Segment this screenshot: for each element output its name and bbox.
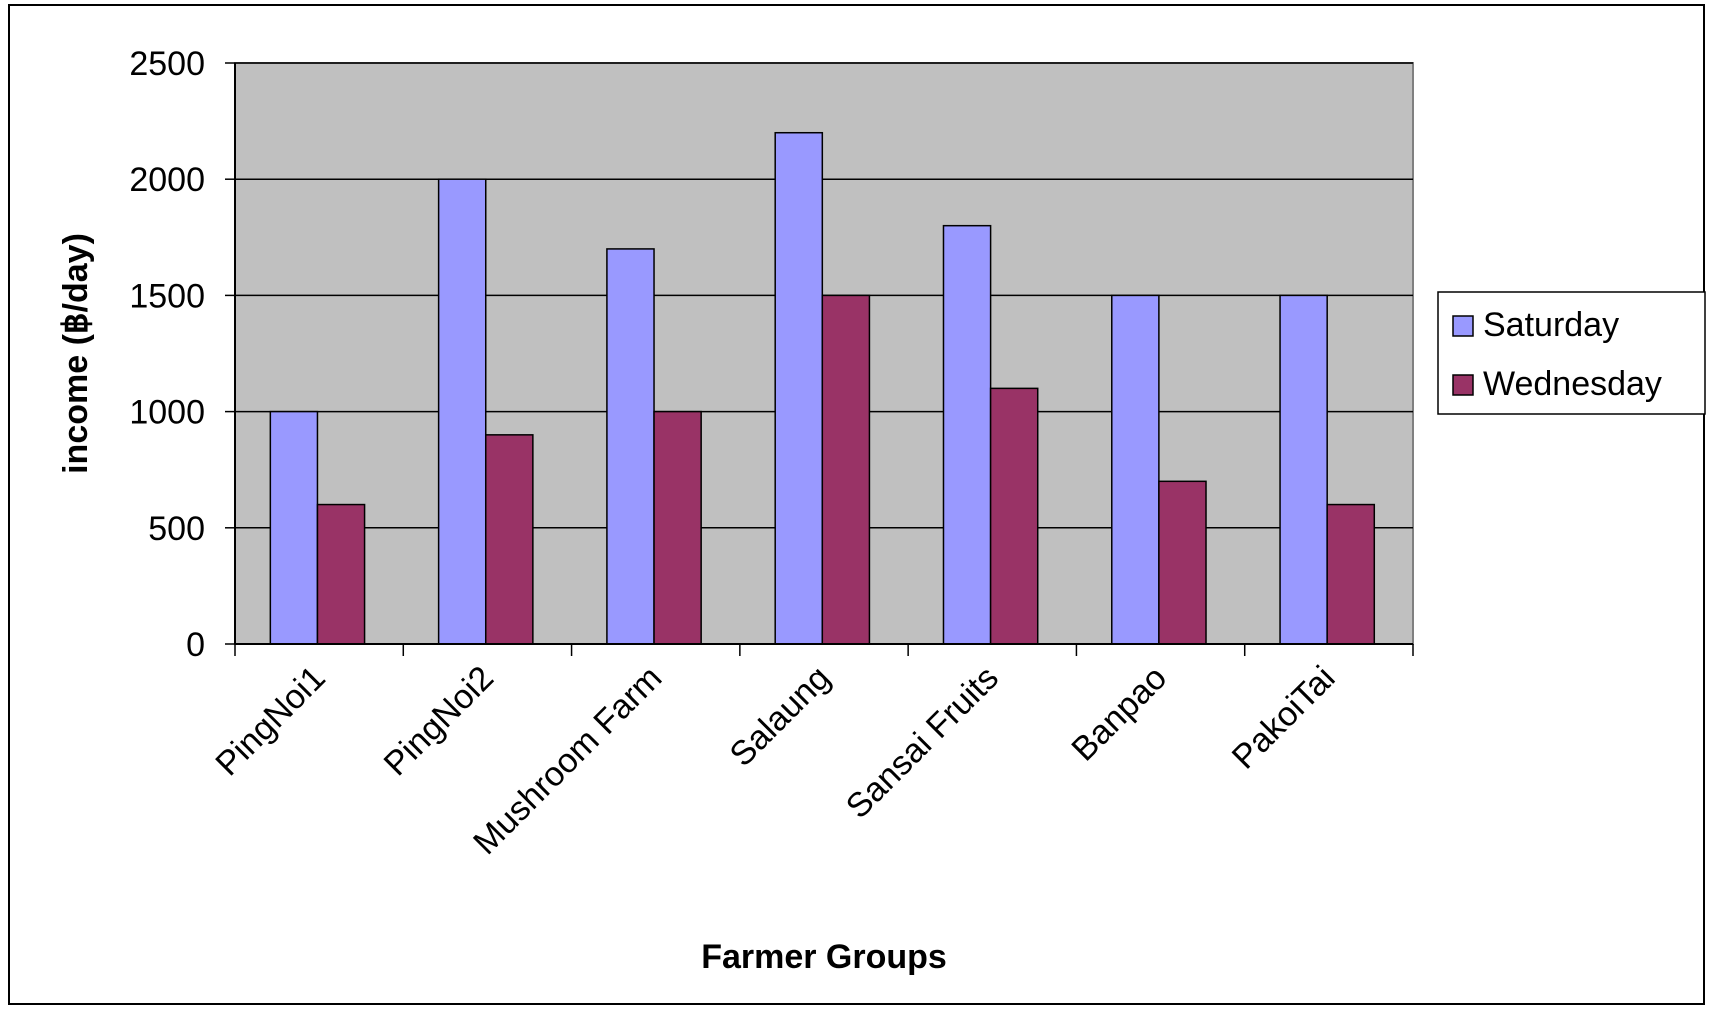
legend-swatch-wednesday (1452, 374, 1474, 396)
bar-saturday-2 (606, 248, 655, 645)
y-tick-label: 1500 (129, 277, 205, 315)
bar-wednesday-5 (1158, 480, 1207, 645)
legend-box (1437, 291, 1706, 415)
bar-wednesday-4 (989, 387, 1039, 645)
x-category-label: PingNoi2 (377, 659, 501, 783)
x-category-label: Sansai Fruits (839, 659, 1006, 826)
y-tick-label: 500 (148, 510, 205, 548)
bar-wednesday-6 (1326, 503, 1376, 645)
x-category-label: PingNoi1 (208, 659, 332, 783)
bar-saturday-0 (269, 410, 319, 645)
bar-wednesday-0 (316, 503, 366, 645)
bar-wednesday-3 (821, 294, 871, 645)
y-axis-title: income (฿/day) (57, 233, 95, 474)
legend-label-saturday: Saturday (1483, 306, 1619, 344)
y-tick-labels: 0 500 1000 1500 2000 2500 (129, 45, 205, 664)
x-category-label: Salaung (723, 659, 838, 774)
y-tick-label: 0 (186, 626, 205, 664)
x-category-label: Banpao (1064, 659, 1174, 769)
bar-saturday-4 (942, 224, 992, 645)
bar-wednesday-1 (484, 434, 534, 645)
bars (269, 131, 1376, 645)
bar-wednesday-2 (653, 410, 702, 645)
bar-saturday-5 (1111, 294, 1160, 645)
legend-swatch-saturday (1452, 315, 1474, 337)
x-category-label: PakoiTai (1225, 659, 1343, 777)
legend-label-wednesday: Wednesday (1483, 365, 1662, 403)
y-tick-label: 1000 (129, 394, 205, 432)
legend: Saturday Wednesday (1437, 291, 1706, 415)
bar-saturday-6 (1279, 294, 1328, 645)
y-tick-label: 2500 (129, 45, 205, 83)
bar-saturday-1 (437, 178, 487, 645)
x-axis-title: Farmer Groups (701, 938, 947, 976)
y-tick-label: 2000 (129, 161, 205, 199)
bar-saturday-3 (774, 131, 824, 645)
axes (225, 62, 1414, 656)
